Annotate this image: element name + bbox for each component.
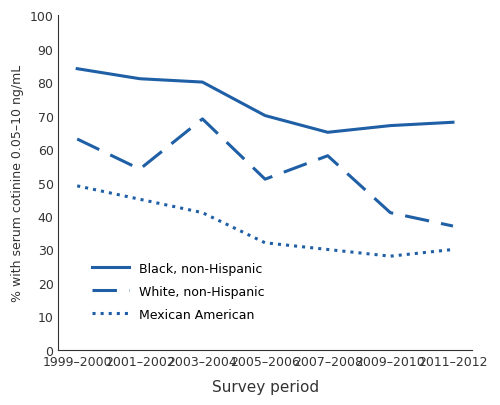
Line: Black, non-Hispanic: Black, non-Hispanic: [77, 70, 453, 133]
White, non-Hispanic: [388, 211, 394, 215]
X-axis label: Survey period: Survey period: [212, 379, 318, 394]
White, non-Hispanic: [137, 167, 143, 172]
Mexican American: [388, 254, 394, 259]
White, non-Hispanic: [450, 224, 456, 229]
Black, non-Hispanic: [137, 77, 143, 82]
Mexican American: [200, 211, 205, 215]
White, non-Hispanic: [74, 137, 80, 142]
Black, non-Hispanic: [324, 130, 330, 135]
White, non-Hispanic: [200, 117, 205, 122]
Line: White, non-Hispanic: White, non-Hispanic: [77, 119, 453, 226]
Mexican American: [262, 241, 268, 245]
Mexican American: [137, 197, 143, 202]
Black, non-Hispanic: [200, 81, 205, 85]
Mexican American: [450, 247, 456, 252]
Y-axis label: % with serum cotinine 0.05–10 ng/mL: % with serum cotinine 0.05–10 ng/mL: [11, 65, 24, 301]
Black, non-Hispanic: [450, 121, 456, 126]
Line: Mexican American: Mexican American: [77, 186, 453, 256]
Legend: Black, non-Hispanic, White, non-Hispanic, Mexican American: Black, non-Hispanic, White, non-Hispanic…: [86, 256, 271, 327]
Black, non-Hispanic: [74, 67, 80, 72]
Black, non-Hispanic: [262, 114, 268, 119]
Black, non-Hispanic: [388, 124, 394, 129]
Mexican American: [74, 184, 80, 189]
White, non-Hispanic: [262, 177, 268, 182]
Mexican American: [324, 247, 330, 252]
White, non-Hispanic: [324, 154, 330, 159]
